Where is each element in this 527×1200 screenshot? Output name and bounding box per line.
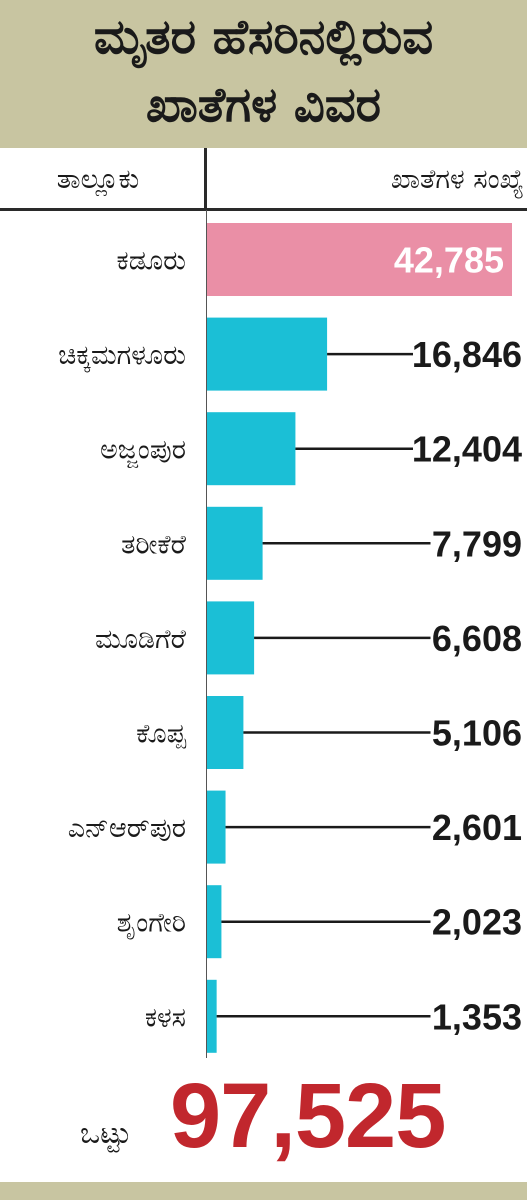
bar [207,790,226,864]
total-value: 97,525 [170,1065,446,1167]
value-label: 2,023 [432,902,522,943]
title-line-2: ಖಾತೆಗಳ ವಿವರ [145,77,382,133]
bar [207,601,255,675]
column-header-count: ಖಾತೆಗಳ ಸಂಖ್ಯೆ [390,164,524,195]
chart-header: ಮೃತರ ಹೆಸರಿನಲ್ಲಿರುವ ಖಾತೆಗಳ ವಿವರ [0,0,527,148]
value-label: 42,785 [394,240,504,281]
category-label: ಎನ್‌ಆರ್‌ಪುರ [68,813,186,844]
category-label: ಮೂಡಿಗೆರೆ [95,624,187,655]
category-label: ಶೃಂಗೇರಿ [117,908,186,940]
chart-axis [206,210,207,1058]
bar [207,412,296,486]
header-rule [0,208,527,211]
value-label: 2,601 [432,807,522,848]
value-label: 16,846 [412,334,522,375]
bar [207,506,263,580]
category-label: ತರೀಕೆರೆ [121,529,187,560]
category-label: ಕಳಸ [145,1002,186,1033]
column-header-taluk: ತಾಲ್ಲೂಕು [56,164,140,195]
category-label: ಕಡೂರು [117,246,186,277]
value-label: 12,404 [412,429,522,470]
value-label: 1,353 [432,996,522,1037]
bar [207,223,512,296]
category-label: ಕೊಪ್ಪ [136,719,187,750]
value-label: 7,799 [432,523,522,564]
bar [207,317,328,391]
footer-band [0,1182,527,1200]
bar [207,979,217,1053]
category-label: ಅಜ್ಜಂಪುರ [100,435,186,468]
column-divider [204,148,207,210]
bar [207,885,222,959]
value-label: 6,608 [432,618,522,659]
bar [207,696,244,769]
value-label: 5,106 [432,713,522,754]
category-label: ಚಿಕ್ಕಮಗಳೂರು [58,340,186,373]
total-label: ಒಟ್ಟು [80,1116,132,1151]
title-line-1: ಮೃತರ ಹೆಸರಿನಲ್ಲಿರುವ [93,9,434,65]
